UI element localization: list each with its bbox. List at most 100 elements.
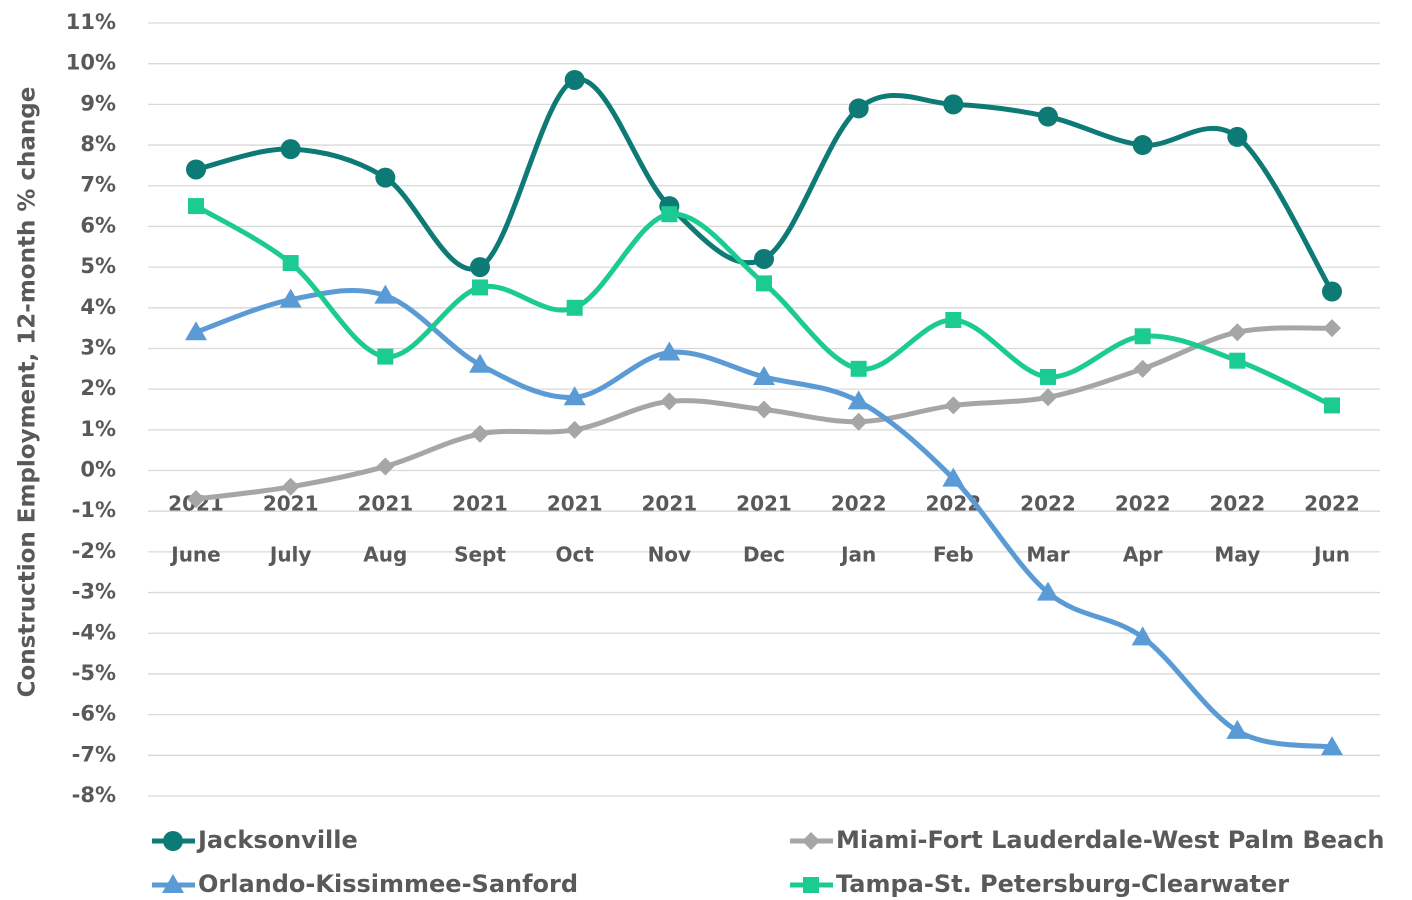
x-tick-year: 2021 <box>641 492 697 516</box>
x-tick-year: 2021 <box>452 492 508 516</box>
data-point <box>282 255 299 272</box>
y-tick-label: -5% <box>72 661 116 685</box>
data-point <box>1038 106 1058 127</box>
data-point <box>281 477 300 496</box>
x-tick-label: Jan <box>839 543 876 567</box>
data-point <box>470 257 490 278</box>
y-tick-label: 2% <box>80 376 116 400</box>
data-point <box>376 457 395 476</box>
data-point <box>279 288 302 308</box>
y-tick-label: 0% <box>80 458 116 482</box>
data-point <box>755 400 773 419</box>
x-tick-label: Oct <box>555 543 594 567</box>
data-point <box>566 299 583 316</box>
x-tick-label: Aug <box>363 543 407 567</box>
data-point <box>1040 368 1056 385</box>
data-point <box>754 248 774 269</box>
data-point <box>658 341 681 361</box>
x-tick-year: 2021 <box>547 492 603 516</box>
y-tick-label: 6% <box>80 213 116 237</box>
data-point <box>377 348 394 365</box>
data-point <box>374 284 397 304</box>
y-tick-label: 9% <box>80 91 116 115</box>
data-point <box>469 353 491 373</box>
x-tick-year: 2022 <box>1304 492 1360 516</box>
data-point <box>1227 126 1248 147</box>
data-point <box>944 396 963 415</box>
data-point <box>848 98 869 119</box>
data-point <box>280 139 301 160</box>
x-tick-year: 2022 <box>1209 492 1265 516</box>
y-tick-label: 5% <box>80 254 116 278</box>
y-tick-label: -1% <box>72 498 116 522</box>
data-point <box>375 167 396 188</box>
x-tick-label: Jun <box>1312 543 1350 567</box>
x-tick-year: 2022 <box>1020 492 1076 516</box>
data-point <box>1229 352 1246 369</box>
x-tick-year: 2022 <box>831 492 887 516</box>
x-tick-label: Dec <box>743 543 785 567</box>
data-point <box>942 467 965 487</box>
data-point <box>756 275 772 292</box>
y-tick-label: 4% <box>80 295 116 319</box>
x-tick-label: June <box>169 543 220 567</box>
x-tick-year: 2021 <box>736 492 792 516</box>
y-tick-label: 11% <box>66 10 116 34</box>
y-tick-label: -3% <box>72 580 116 604</box>
y-tick-label: -7% <box>72 742 116 766</box>
y-tick-label: -6% <box>72 702 116 726</box>
data-point <box>849 412 868 431</box>
x-tick-year: 2021 <box>357 492 413 516</box>
data-point <box>565 420 584 439</box>
data-point <box>1131 626 1154 646</box>
x-tick-label: Mar <box>1026 543 1069 567</box>
data-point <box>1323 319 1341 338</box>
data-point <box>472 279 488 296</box>
data-point <box>1039 388 1057 407</box>
data-point <box>945 311 962 328</box>
data-point <box>1322 281 1342 302</box>
data-point <box>1228 323 1247 342</box>
y-tick-label: -2% <box>72 539 116 563</box>
y-axis-label: Construction Employment, 12-month % chan… <box>15 87 41 698</box>
data-point <box>1134 328 1151 345</box>
legend-label: Tampa-St. Petersburg-Clearwater <box>836 870 1289 898</box>
data-point <box>188 198 204 215</box>
data-point <box>563 386 586 406</box>
legend-marker <box>803 877 819 893</box>
y-tick-label: 3% <box>80 335 116 359</box>
data-point <box>1226 719 1249 739</box>
data-point <box>1321 736 1343 756</box>
y-tick-label: -8% <box>72 783 116 807</box>
data-point <box>661 206 678 223</box>
y-tick-label: 10% <box>66 51 116 75</box>
y-tick-label: 7% <box>80 173 116 197</box>
data-point <box>1132 135 1153 156</box>
legend-label: Orlando-Kissimmee-Sanford <box>198 870 578 898</box>
y-tick-label: 1% <box>80 417 116 441</box>
data-point <box>943 94 964 115</box>
x-tick-label: Feb <box>933 543 974 567</box>
x-tick-label: Nov <box>648 543 692 567</box>
data-point <box>471 424 489 443</box>
data-point <box>187 490 205 509</box>
data-point <box>1324 397 1340 414</box>
data-point <box>1133 359 1152 378</box>
legend-marker <box>163 831 183 851</box>
x-tick-year: 2022 <box>1115 492 1171 516</box>
data-point <box>186 159 206 180</box>
data-point <box>847 390 870 410</box>
x-tick-label: Sept <box>454 543 506 567</box>
data-point <box>185 321 207 341</box>
legend-marker <box>162 874 184 893</box>
y-tick-label: 8% <box>80 132 116 156</box>
x-tick-label: July <box>268 543 312 567</box>
legend-label: Miami-Fort Lauderdale-West Palm Beach <box>836 826 1385 854</box>
data-point <box>564 69 585 90</box>
data-point <box>660 392 679 411</box>
legend-marker <box>802 832 820 850</box>
data-point <box>1037 581 1059 601</box>
x-tick-label: May <box>1214 543 1260 567</box>
y-tick-label: -4% <box>72 620 116 644</box>
